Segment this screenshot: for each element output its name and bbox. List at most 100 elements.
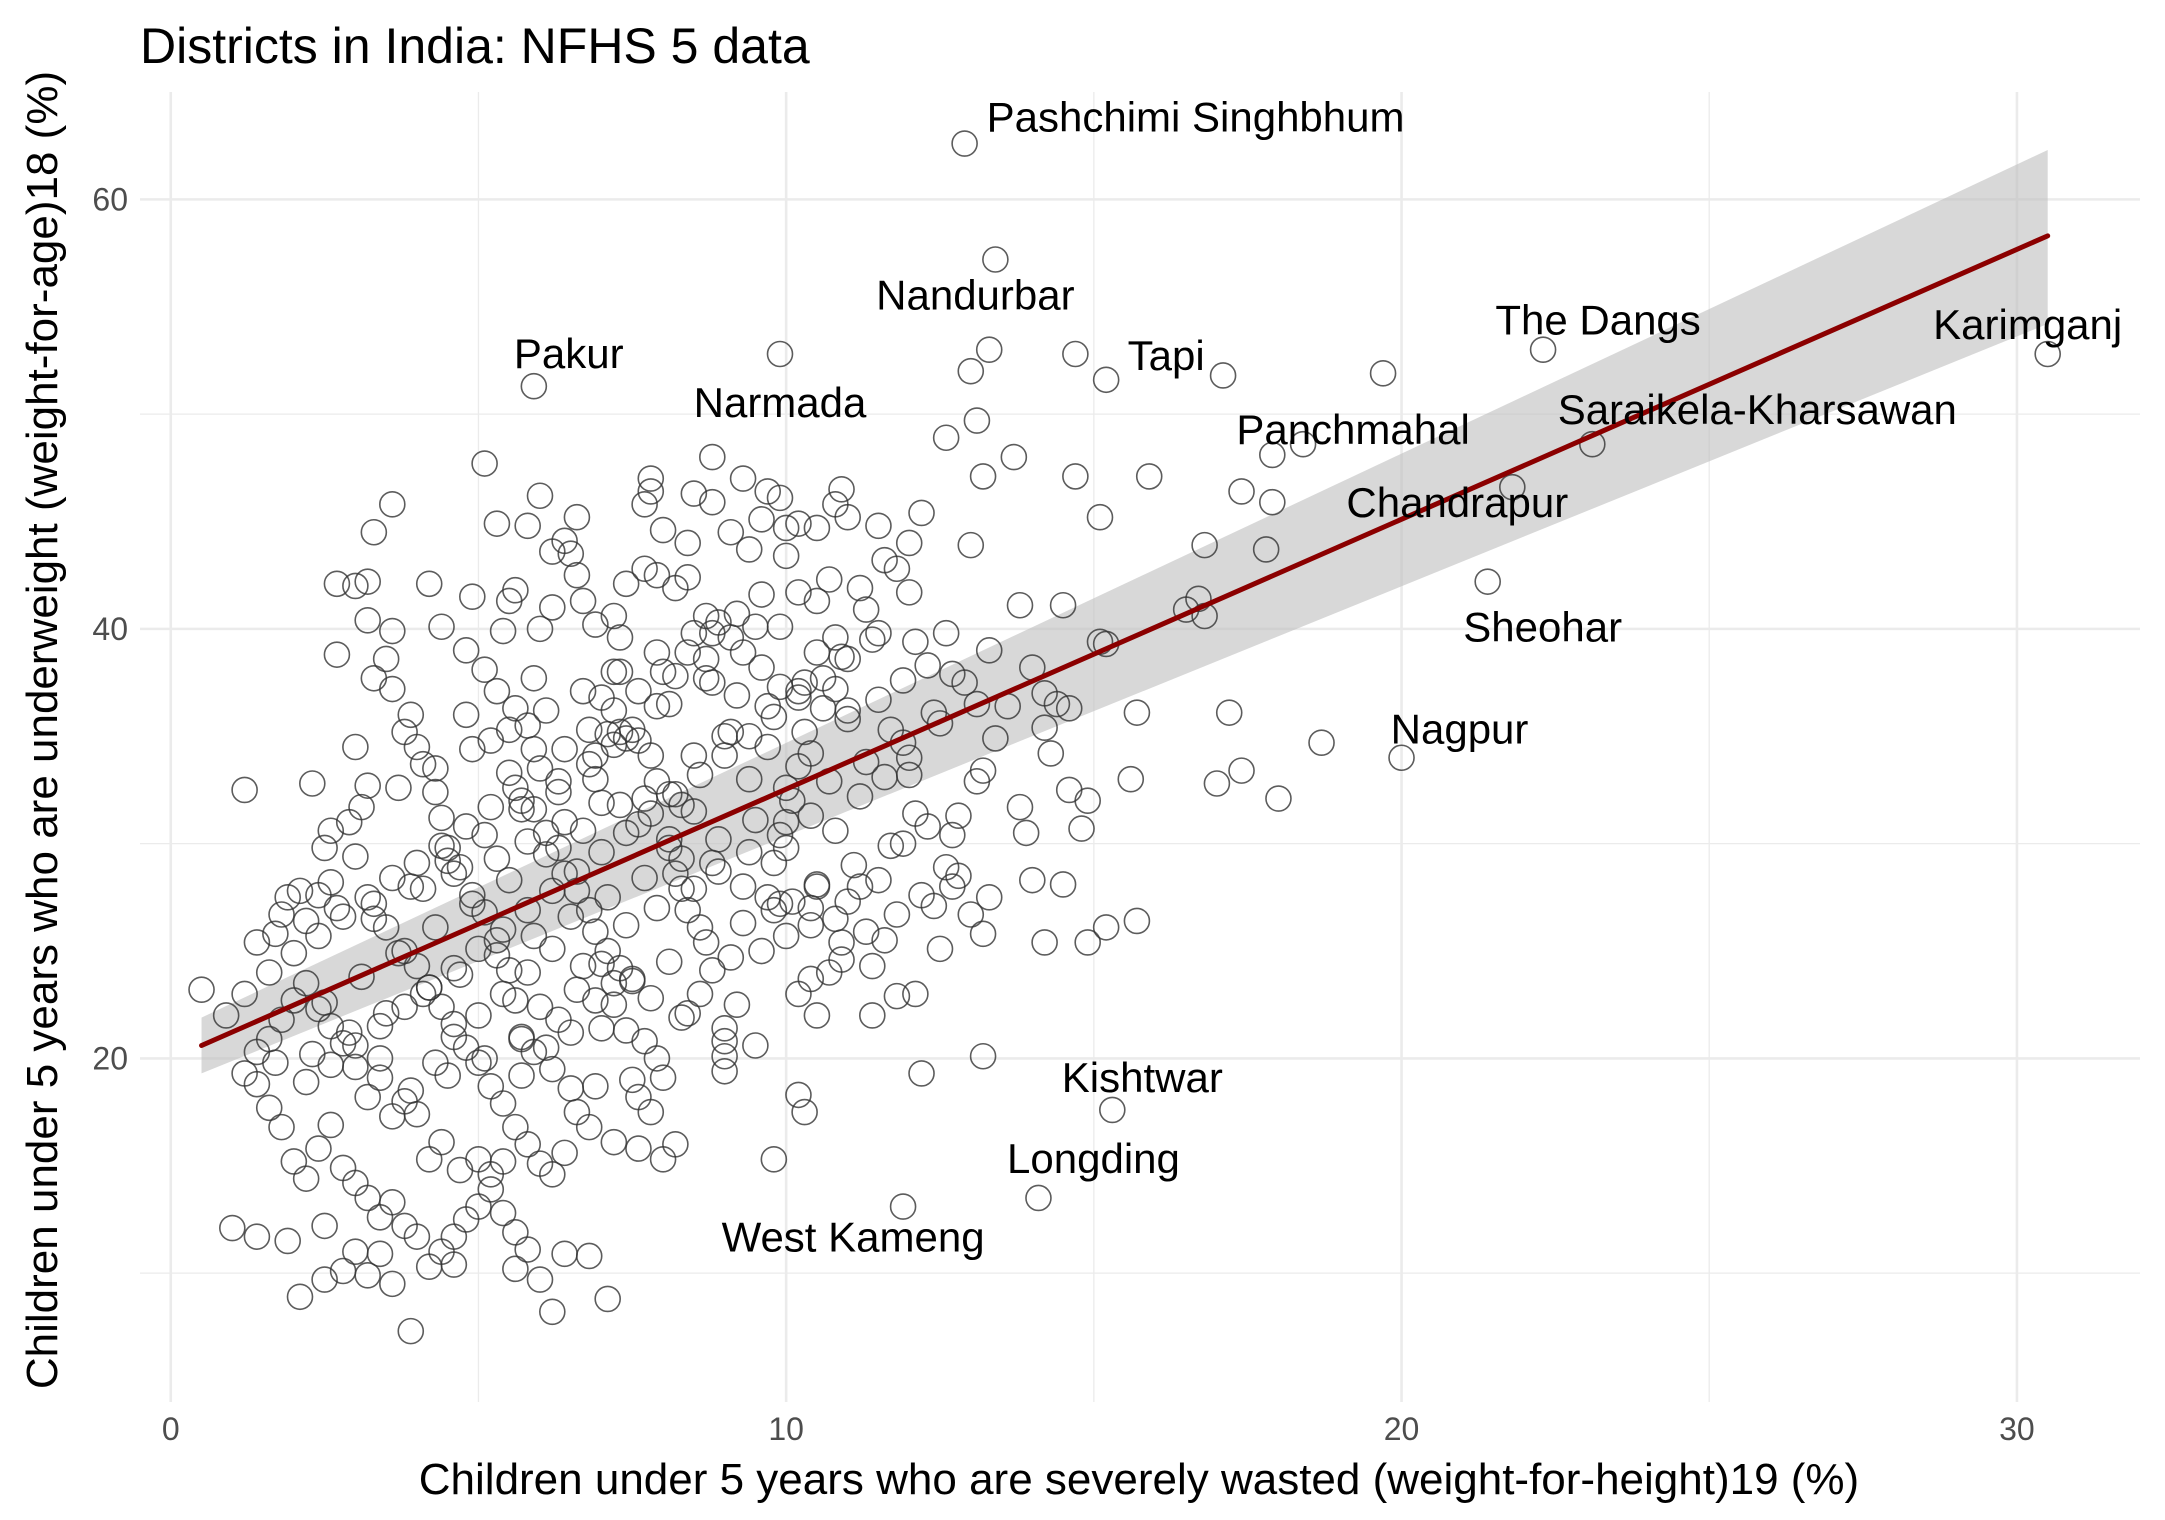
scatter-point [1579,430,1606,458]
scatter-point [631,864,658,892]
scatter-point [643,768,671,795]
scatter-point [674,896,701,924]
scatter-point [822,624,849,651]
scatter-point [262,920,289,948]
scatter-point [360,890,388,918]
scatter-point [526,1266,554,1293]
scatter-point [477,727,505,754]
scatter-point [686,914,714,941]
scatter-point [219,1214,246,1242]
scatter-point [348,963,375,991]
scatter-point [662,662,689,690]
scatter-point [428,613,455,641]
scatter-point [563,976,591,1003]
scatter-point [766,821,794,849]
scatter-point [403,733,431,761]
scatter-point [785,684,812,711]
scatter-point [563,561,591,589]
scatter-point [342,572,369,600]
scatter-point [711,1042,738,1070]
scatter-point [446,1156,474,1184]
scatter-point [323,641,351,668]
scatter-point [440,1251,468,1278]
scatter-point [557,1075,585,1102]
scatter-point [415,570,443,598]
scatter-point [662,1130,689,1158]
scatter-point [1006,591,1034,619]
scatter-point [569,587,597,615]
scatter-point [680,875,708,903]
scatter-point [711,1057,738,1085]
scatter-point [643,639,671,666]
scatter-point [502,1219,529,1246]
scatter-point [551,808,578,836]
scatter-point [588,950,615,978]
scatter-point [674,564,701,591]
scatter-point [1049,591,1077,619]
scatter-point [588,789,615,817]
point-annotation: West Kameng [722,1214,985,1261]
scatter-point [772,922,800,950]
scatter-point [895,744,923,772]
scatter-point [612,570,640,598]
scatter-point [852,918,880,945]
scatter-point [582,611,609,638]
scatter-point [655,826,683,853]
scatter-point [539,877,566,905]
scatter-point [797,965,825,993]
point-annotation: Nandurbar [876,272,1074,319]
scatter-point [489,1199,517,1227]
scatter-point [317,1111,345,1139]
scatter-point [742,1032,769,1059]
scatter-point [477,793,505,821]
scatter-point [452,701,480,729]
scatter-point [957,357,985,385]
scatter-point [495,759,523,787]
scatter-point [575,1242,603,1270]
scatter-point [594,1285,621,1313]
scatter-point [292,1068,320,1096]
scatter-point [932,424,960,452]
scatter-point [354,772,381,799]
scatter-point [957,531,985,559]
scatter-point [422,1049,449,1076]
scatter-point [397,1317,425,1345]
annotation-layer: Pashchimi Singhbhum Nandurbar Pakur Narmada… [514,94,2122,1261]
scatter-point [791,1098,818,1126]
scatter-point [803,514,831,542]
scatter-point [305,881,332,909]
scatter-point [489,980,517,1008]
scatter-point [465,1049,492,1076]
scatter-point [255,1094,283,1122]
scatter-point [834,705,861,733]
scatter-point [649,516,677,544]
scatter-point [379,1103,406,1130]
y-tick-label: 60 [92,181,128,217]
scatter-point [342,1169,369,1197]
scatter-point [514,828,541,855]
points-layer [188,130,2061,1345]
scatter-point [828,946,855,973]
scatter-point [415,1253,443,1281]
scatter-point [212,1002,240,1029]
scatter-point [655,690,683,718]
scatter-point [859,952,886,980]
scatter-point [975,884,1003,911]
scatter-point [1074,787,1101,814]
scatter-point [914,813,941,840]
point-annotation: The Dangs [1495,297,1700,344]
scatter-point [606,624,634,651]
scatter-point [723,600,751,628]
scatter-point [520,795,548,823]
scatter-point [785,753,812,780]
scatter-point [902,980,929,1008]
x-tick-label: 0 [162,1411,180,1447]
scatter-point [539,538,566,565]
scatter-point [772,514,800,542]
scatter-point [729,639,757,666]
scatter-point [440,1023,468,1051]
scatter-point [1388,744,1415,772]
scatter-point [563,858,591,885]
scatter-point [569,677,597,705]
scatter-point [342,1032,369,1059]
